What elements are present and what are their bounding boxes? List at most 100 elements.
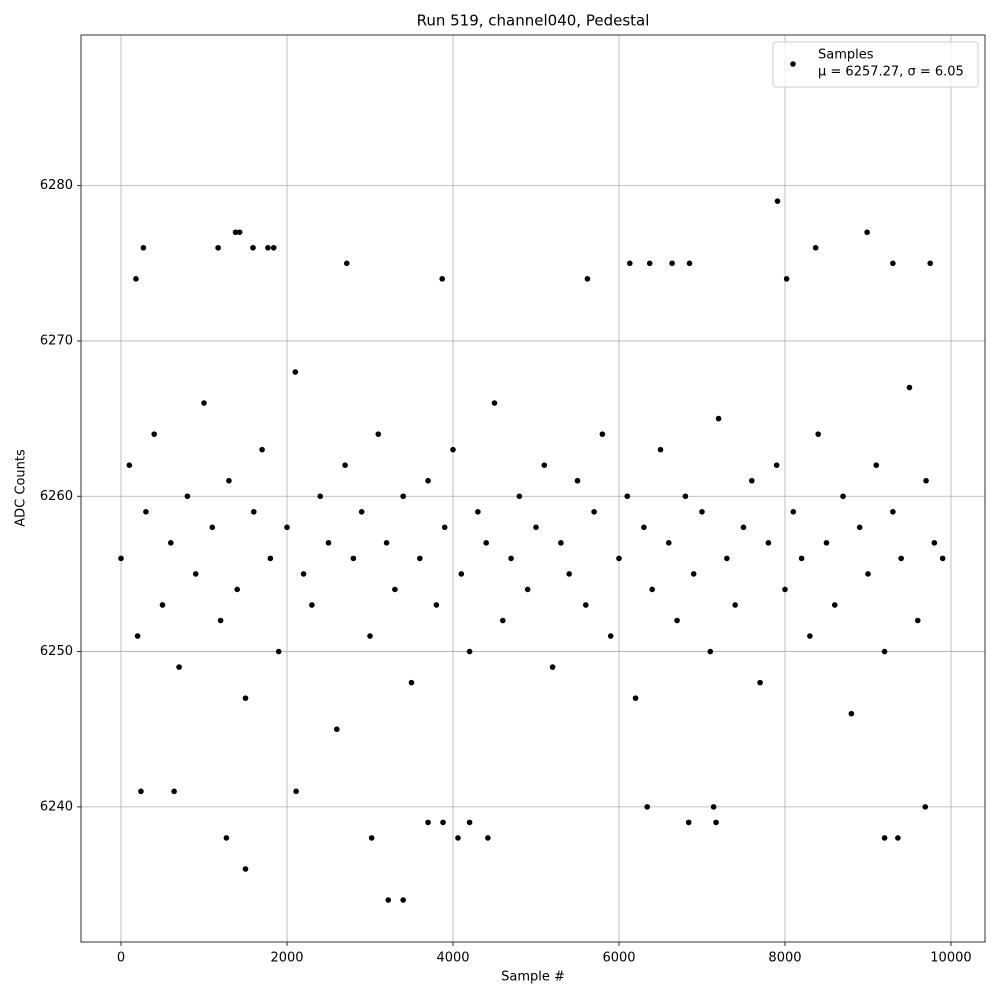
y-tick-label: 6260 <box>40 489 73 504</box>
data-point <box>881 648 888 655</box>
data-point <box>812 244 819 251</box>
data-point <box>757 679 763 686</box>
data-point <box>441 524 448 531</box>
data-point <box>458 571 465 577</box>
data-point <box>358 508 365 515</box>
data-point <box>171 788 177 795</box>
data-point <box>159 602 166 608</box>
data-point <box>665 540 672 546</box>
data-point <box>898 555 904 562</box>
data-point <box>644 804 651 810</box>
x-axis-label: Sample # <box>501 970 565 985</box>
y-tick-label: 6250 <box>40 644 73 659</box>
data-point <box>275 648 282 655</box>
data-point <box>192 571 199 577</box>
data-point <box>333 726 340 733</box>
data-point <box>699 508 705 515</box>
legend-note: μ = 6257.27, σ = 6.05 <box>818 65 964 80</box>
data-point <box>217 617 224 624</box>
data-point <box>914 617 921 624</box>
data-point <box>118 555 124 562</box>
data-point <box>773 462 780 469</box>
data-point <box>491 400 498 406</box>
data-point <box>657 446 664 453</box>
data-point <box>807 633 813 639</box>
data-point <box>455 835 461 841</box>
data-point <box>242 695 249 701</box>
y-tick-label: 6270 <box>40 333 73 348</box>
data-point <box>848 710 855 717</box>
data-point <box>710 804 717 810</box>
data-point <box>686 260 693 267</box>
data-point <box>317 493 323 500</box>
data-point <box>226 477 232 484</box>
data-point <box>632 695 639 701</box>
data-point <box>236 229 243 236</box>
data-point <box>232 229 239 236</box>
data-point <box>284 524 290 531</box>
data-point <box>466 648 473 655</box>
data-point <box>895 835 901 841</box>
data-point <box>140 244 147 251</box>
data-point <box>223 835 230 841</box>
data-point <box>368 835 375 841</box>
data-point <box>840 493 846 500</box>
data-point <box>466 819 473 826</box>
data-point <box>715 415 722 422</box>
data-point <box>599 431 606 437</box>
data-point <box>375 431 382 437</box>
data-point <box>234 586 240 593</box>
data-point <box>201 400 207 406</box>
x-tick-label: 0 <box>117 951 125 966</box>
data-point <box>350 555 357 562</box>
data-point <box>516 493 523 500</box>
data-point <box>831 602 838 608</box>
data-point <box>168 540 174 546</box>
data-point <box>533 524 539 531</box>
data-point <box>931 540 938 546</box>
data-point <box>584 276 591 282</box>
data-point <box>343 260 350 267</box>
data-point <box>890 508 896 515</box>
data-point <box>724 555 730 562</box>
data-point <box>325 540 332 546</box>
data-point <box>798 555 805 562</box>
data-point <box>906 384 913 391</box>
data-point <box>922 804 929 810</box>
data-point <box>923 477 929 484</box>
data-point <box>250 244 256 251</box>
data-point <box>939 555 946 562</box>
data-point <box>690 571 697 577</box>
data-point <box>607 633 614 639</box>
data-point <box>508 555 514 562</box>
data-point <box>713 819 719 826</box>
data-point <box>765 540 772 546</box>
data-point <box>646 260 653 267</box>
data-point <box>674 617 680 624</box>
data-point <box>392 586 398 593</box>
data-point <box>270 244 277 251</box>
data-point <box>134 633 141 639</box>
data-point <box>624 493 631 500</box>
data-point <box>485 835 491 841</box>
data-point <box>184 493 191 500</box>
data-point <box>740 524 747 531</box>
data-point <box>138 788 144 795</box>
data-point <box>574 477 581 484</box>
data-point <box>873 462 880 469</box>
data-point <box>450 446 456 453</box>
data-point <box>143 508 149 515</box>
data-point <box>790 508 797 515</box>
data-point <box>499 617 506 624</box>
data-point <box>400 897 406 903</box>
y-tick-label: 6240 <box>40 799 73 814</box>
data-point <box>524 586 531 593</box>
data-point <box>707 648 714 655</box>
data-point <box>265 244 271 251</box>
y-axis-label: ADC Counts <box>14 449 29 527</box>
data-point <box>425 477 431 484</box>
data-point <box>669 260 675 267</box>
data-point <box>408 679 415 686</box>
data-point <box>541 462 548 469</box>
